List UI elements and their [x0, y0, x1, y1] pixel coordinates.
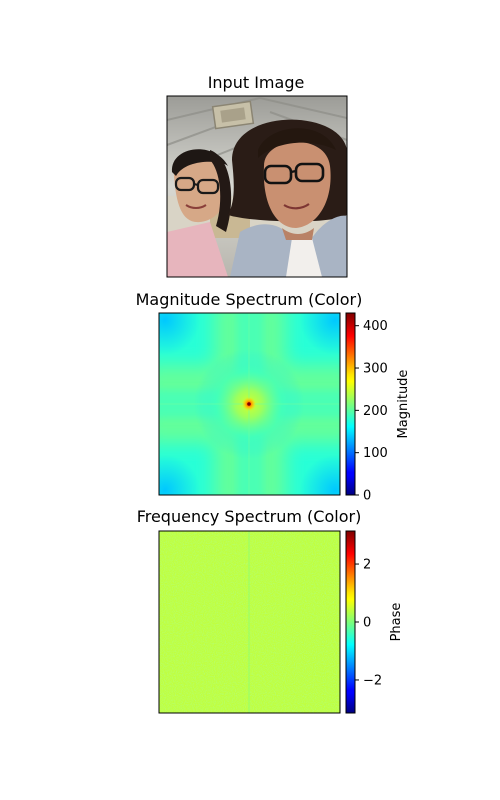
- phase-tick-label: 2: [363, 558, 371, 573]
- magnitude-colorbar-ticks: 0 100 200 300 400: [355, 319, 388, 504]
- magnitude-colorbar-label: Magnitude: [396, 370, 411, 439]
- magnitude-tick-label: 200: [363, 404, 388, 419]
- magnitude-frame: [158, 312, 341, 496]
- phase-tick-label: 0: [363, 616, 371, 631]
- input-image-frame: [166, 95, 348, 278]
- input-image-title: Input Image: [208, 73, 305, 92]
- phase-frame: [158, 530, 341, 714]
- phase-title: Frequency Spectrum (Color): [137, 507, 362, 526]
- magnitude-heatmap: [159, 313, 340, 495]
- input-photo: [167, 96, 347, 277]
- magnitude-tick-label: 300: [363, 362, 388, 377]
- magnitude-title: Magnitude Spectrum (Color): [136, 290, 363, 309]
- magnitude-tick-label: 400: [363, 319, 388, 334]
- phase-colorbar: [346, 531, 355, 713]
- phase-colorbar-ticks: −2 0 2: [355, 558, 382, 688]
- phase-heatmap: [159, 531, 340, 713]
- phase-tick-label: −2: [363, 673, 382, 688]
- magnitude-colorbar: [346, 313, 355, 495]
- magnitude-tick-label: 100: [363, 446, 388, 461]
- magnitude-tick-label: 0: [363, 489, 371, 504]
- phase-colorbar-label: Phase: [389, 603, 404, 642]
